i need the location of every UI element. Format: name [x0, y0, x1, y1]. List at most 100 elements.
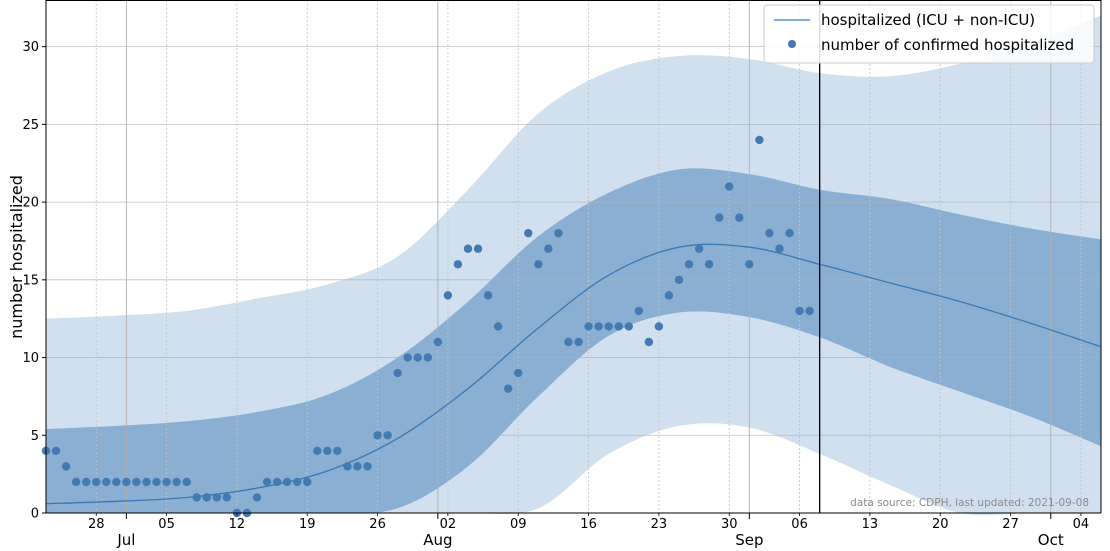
confirmed-hospitalized-point — [303, 477, 312, 487]
axes-layer — [45, 0, 1102, 514]
confirmed-hospitalized-point — [222, 493, 232, 502]
y-tick-label: 15 — [22, 273, 39, 288]
x-day-tick-label: 28 — [88, 517, 105, 532]
confirmed-hospitalized-point — [51, 446, 61, 456]
confirmed-hospitalized-point — [524, 228, 533, 238]
confirmed-hospitalized-point — [423, 353, 433, 362]
x-day-tick-label: 06 — [791, 517, 808, 532]
confirmed-hospitalized-point — [282, 477, 292, 487]
confirmed-hospitalized-point — [252, 493, 262, 502]
confirmed-hospitalized-point — [473, 244, 483, 253]
confirmed-hospitalized-point — [654, 322, 664, 331]
confirmed-hospitalized-point — [162, 477, 171, 487]
confirmed-hospitalized-point — [363, 462, 372, 471]
confirmed-hospitalized-point — [61, 462, 71, 471]
y-tick-label: 25 — [22, 118, 39, 133]
confirmed-hospitalized-point — [192, 493, 201, 502]
legend-point-label: number of confirmed hospitalized — [821, 36, 1074, 54]
confirmed-hospitalized-point — [554, 228, 563, 238]
confirmed-hospitalized-point — [674, 275, 684, 285]
data-source-annotation: data source: CDPH, last updated: 2021-09… — [850, 497, 1089, 509]
x-day-tick-label: 26 — [369, 517, 386, 532]
confirmed-hospitalized-point — [102, 477, 111, 487]
confirmed-hospitalized-point — [795, 306, 804, 316]
confirmed-hospitalized-point — [534, 260, 543, 269]
confirmed-hospitalized-point — [172, 477, 181, 487]
confirmed-hospitalized-point — [262, 477, 272, 487]
confirmed-hospitalized-point — [564, 337, 573, 347]
confirmed-hospitalized-point — [614, 322, 623, 331]
confirmed-hospitalized-point — [544, 244, 553, 253]
legend-box — [763, 4, 1095, 64]
confirmed-hospitalized-point — [92, 477, 101, 487]
confirmed-hospitalized-point — [714, 213, 724, 222]
y-tick-label: 20 — [22, 196, 39, 211]
confirmed-hospitalized-point — [353, 462, 362, 471]
legend: hospitalized (ICU + non-ICU) number of c… — [763, 4, 1095, 64]
confirmed-hospitalized-point — [765, 228, 774, 238]
confirmed-hospitalized-point — [112, 477, 121, 487]
confirmed-hospitalized-point — [71, 477, 81, 487]
confirmed-hospitalized-point — [604, 322, 613, 331]
confirmed-hospitalized-point — [704, 260, 714, 269]
confirmed-hospitalized-point — [403, 353, 412, 362]
confirmed-hospitalized-point — [725, 182, 734, 191]
x-day-tick-label: 04 — [1073, 517, 1090, 532]
confirmed-hospitalized-point — [343, 462, 352, 471]
confirmed-hospitalized-point — [735, 213, 744, 222]
confirmed-hospitalized-point — [453, 260, 463, 269]
confirmed-hospitalized-point — [373, 431, 382, 440]
confirmed-hospitalized-point — [785, 228, 794, 238]
confirmed-hospitalized-point — [182, 477, 191, 487]
confirmed-hospitalized-point — [433, 337, 443, 347]
confirmed-hospitalized-point — [413, 353, 422, 362]
inner-band-layer — [46, 168, 1101, 514]
confirmed-hospitalized-point — [664, 291, 674, 300]
x-day-tick-label: 09 — [510, 517, 527, 532]
x-month-tick-label: Sep — [735, 531, 763, 549]
grid-layer — [46, 0, 1101, 513]
confirmed-hospitalized-point — [202, 493, 211, 502]
x-day-tick-label: 19 — [299, 517, 316, 532]
y-tick-label: 30 — [22, 40, 39, 55]
confirmed-hospitalized-point — [483, 291, 493, 300]
confirmed-hospitalized-point — [132, 477, 141, 487]
y-tick-label: 10 — [22, 351, 39, 366]
confirmed-hospitalized-point — [463, 244, 473, 253]
points-layer — [41, 135, 814, 518]
confirmed-hospitalized-point — [122, 477, 131, 487]
x-month-tick-label: Oct — [1038, 531, 1064, 549]
confirmed-hospitalized-point — [684, 260, 694, 269]
x-day-tick-label: 16 — [580, 517, 597, 532]
confirmed-hospitalized-point — [323, 446, 332, 456]
confirmed-hospitalized-point — [493, 322, 503, 331]
confirmed-hospitalized-point — [624, 322, 633, 331]
confirmed-hospitalized-point — [383, 431, 392, 440]
confirmed-hospitalized-point — [81, 477, 91, 487]
confirmed-hospitalized-point — [272, 477, 282, 487]
x-day-tick-label: 23 — [651, 517, 668, 532]
x-day-tick-label: 05 — [158, 517, 175, 532]
confirmed-hospitalized-point — [775, 244, 784, 253]
confirmed-hospitalized-point — [694, 244, 704, 253]
x-month-tick-label: Jul — [116, 531, 135, 549]
confirmed-hospitalized-point — [745, 260, 754, 269]
confirmed-hospitalized-point — [212, 493, 222, 502]
confirmed-hospitalized-point — [503, 384, 513, 393]
confirmed-hospitalized-point — [634, 306, 644, 316]
y-axis-label: number hospitalized — [7, 175, 26, 339]
hospitalized-line — [45, 243, 1102, 505]
x-day-tick-label: 12 — [229, 517, 246, 532]
confirmed-hospitalized-point — [443, 291, 453, 300]
confirmed-hospitalized-point — [393, 368, 402, 378]
confirmed-hospitalized-point — [755, 135, 764, 145]
confirmed-hospitalized-point — [514, 368, 523, 378]
confirmed-hospitalized-point — [594, 322, 603, 331]
confirmed-hospitalized-point — [574, 337, 583, 347]
confirmed-hospitalized-point — [584, 322, 593, 331]
x-day-tick-label: 13 — [862, 517, 879, 532]
line-layer — [45, 243, 1102, 505]
x-day-tick-label: 27 — [1002, 517, 1019, 532]
x-day-tick-label: 30 — [721, 517, 738, 532]
